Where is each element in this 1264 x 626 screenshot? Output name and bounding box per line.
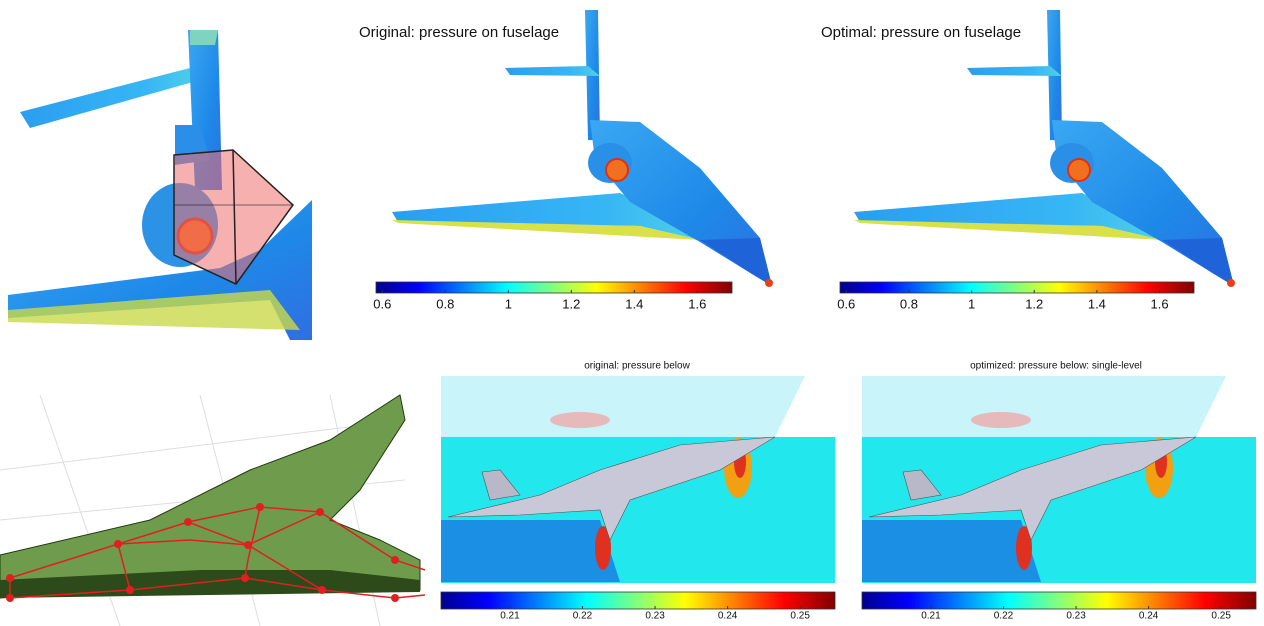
- flow-view: [441, 376, 835, 583]
- colorbar-tick-label: 1: [505, 296, 512, 311]
- colorbar-tick-label: 0.24: [1139, 611, 1159, 622]
- colorbar-tick-label: 0.21: [500, 611, 520, 622]
- colorbar-tick-label: 0.25: [1211, 611, 1231, 622]
- colorbar-tick-label: 1.2: [1025, 296, 1043, 311]
- colorbar-tick-label: 0.22: [994, 611, 1014, 622]
- colorbar-tick-label: 1: [968, 296, 975, 311]
- colorbar-tick-label: 0.23: [1066, 611, 1086, 622]
- colorbar-tick-label: 0.6: [837, 296, 855, 311]
- colorbar-tick-label: 0.8: [900, 296, 918, 311]
- panel-title: original: pressure below: [584, 361, 690, 372]
- colorbar-tick-label: 0.22: [573, 611, 593, 622]
- colorbar: [376, 282, 732, 293]
- colorbar-tick-label: 1.2: [562, 296, 580, 311]
- flow-view: [862, 376, 1256, 583]
- colorbar-tick-label: 0.24: [718, 611, 738, 622]
- colorbar-tick-label: 0.23: [645, 611, 665, 622]
- colorbar-tick-label: 1.4: [1088, 296, 1106, 311]
- figure: Original: pressure on fuselage Optimal: …: [0, 0, 1264, 626]
- colorbar-tick-label: 1.6: [1151, 296, 1169, 311]
- plane-optimal: [854, 10, 1235, 287]
- colorbar-tick-label: 0.8: [436, 296, 454, 311]
- zoom-view: [8, 30, 312, 340]
- panel-title: Original: pressure on fuselage: [359, 24, 559, 41]
- colorbar-tick-label: 1.6: [688, 296, 706, 311]
- mesh-view: [0, 395, 425, 626]
- panel-title: optimized: pressure below: single-level: [970, 361, 1142, 372]
- colorbar: [840, 282, 1194, 293]
- plane-original: [392, 10, 773, 287]
- colorbar: [862, 592, 1256, 609]
- colorbar-tick-label: 0.21: [921, 611, 941, 622]
- colorbar-tick-label: 0.25: [790, 611, 810, 622]
- colorbar-tick-label: 1.4: [625, 296, 643, 311]
- panel-title: Optimal: pressure on fuselage: [821, 24, 1021, 41]
- colorbar: [441, 592, 835, 609]
- page: Original: pressure on fuselage Optimal: …: [0, 0, 1264, 626]
- colorbar-tick-label: 0.6: [373, 296, 391, 311]
